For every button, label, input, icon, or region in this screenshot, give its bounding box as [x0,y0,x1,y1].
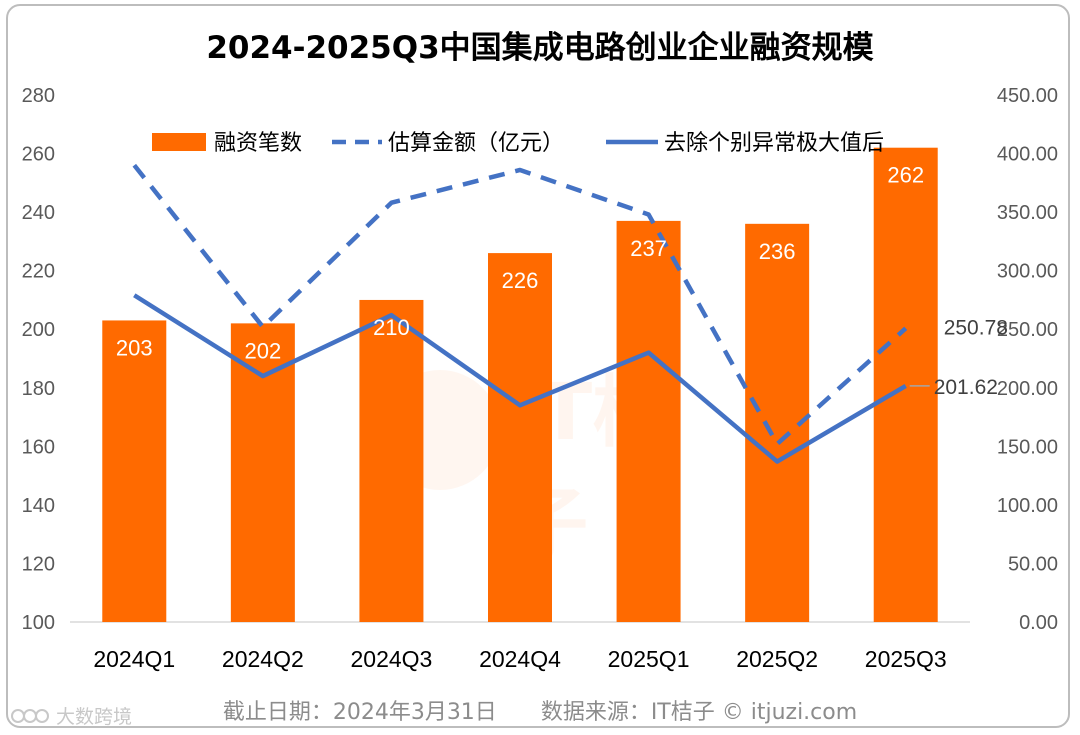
bar [359,299,424,622]
bar [616,220,681,622]
y-left-tick-label: 140 [22,495,55,517]
y-right-tick-label: 250.00 [997,319,1058,341]
y-left-tick-label: 220 [22,261,55,283]
brand-logo-icon [11,708,49,723]
x-tick-label: 2024Q4 [479,646,561,672]
y-left-tick-label: 160 [22,436,55,458]
lines-group [132,163,908,464]
bar-value-label: 202 [244,338,281,363]
legend: 融资笔数 估算金额（亿元） 去除个别异常极大值后 [152,131,884,156]
labels-group: 203 202 210 226 237 236 262 250.78 201.62 [116,163,1008,399]
bar-value-label: 262 [887,163,924,188]
bar [488,253,552,622]
bar [102,320,167,622]
legend-bar-label: 融资笔数 [214,131,302,156]
y-left-tick-label: 200 [22,319,55,341]
legend-solid-label: 去除个别异常极大值后 [664,131,884,156]
y-right-tick-label: 450.00 [997,85,1058,107]
y-right-tick-label: 150.00 [997,436,1058,458]
bars-group [102,147,938,623]
bar [230,323,295,622]
bar-value-label: 237 [630,236,667,261]
x-tick-label: 2024Q3 [350,646,432,672]
y-right-tick-label: 200.00 [997,378,1058,400]
chart-title: 2024-2025Q3中国集成电路创业企业融资规模 [206,30,874,66]
x-tick-label: 2025Q3 [865,646,947,672]
y-left-tick-label: 180 [22,378,55,400]
y-left-tick-label: 280 [22,85,55,107]
adjusted-amount-label: 201.62 [934,376,998,399]
footer: 截止日期：2024年3月31日 数据来源：IT桔子 © itjuzi.com [0,694,1080,726]
y-right-tick-label: 0.00 [1019,612,1058,634]
y-right-tick-label: 100.00 [997,495,1058,517]
y-left-tick-label: 260 [22,144,55,166]
y-right-tick-label: 350.00 [997,202,1058,224]
y-right-tick-label: 400.00 [997,144,1058,166]
axes-group: 100 120 140 160 180 200 220 240 260 280 0.00 50.00 1… [22,85,1058,672]
y-left-tick-label: 240 [22,202,55,224]
brand-watermark: 大数跨境 [10,702,132,729]
x-tick-label: 2025Q1 [608,646,690,672]
x-tick-label: 2024Q2 [222,646,304,672]
y-right-tick-label: 300.00 [997,261,1058,283]
x-tick-label: 2025Q2 [736,646,818,672]
bar-value-label: 236 [759,239,796,264]
x-tick-label: 2024Q1 [93,646,175,672]
bar-value-label: 226 [502,268,539,293]
footer-date-note: 截止日期：2024年3月31日 [222,700,497,725]
estimated-amount-label: 250.78 [944,316,1008,339]
brand-watermark-text: 大数跨境 [56,706,133,728]
bar-value-label: 210 [373,315,410,340]
bar [873,147,938,622]
y-left-tick-label: 120 [22,553,55,575]
legend-dashed-label: 估算金额（亿元） [388,131,564,156]
legend-bar-swatch [152,133,206,151]
bar-value-label: 203 [116,335,153,360]
y-left-tick-label: 100 [22,612,55,634]
y-right-tick-label: 50.00 [1008,553,1058,575]
footer-source-note: 数据来源：IT桔子 © itjuzi.com [540,700,858,725]
